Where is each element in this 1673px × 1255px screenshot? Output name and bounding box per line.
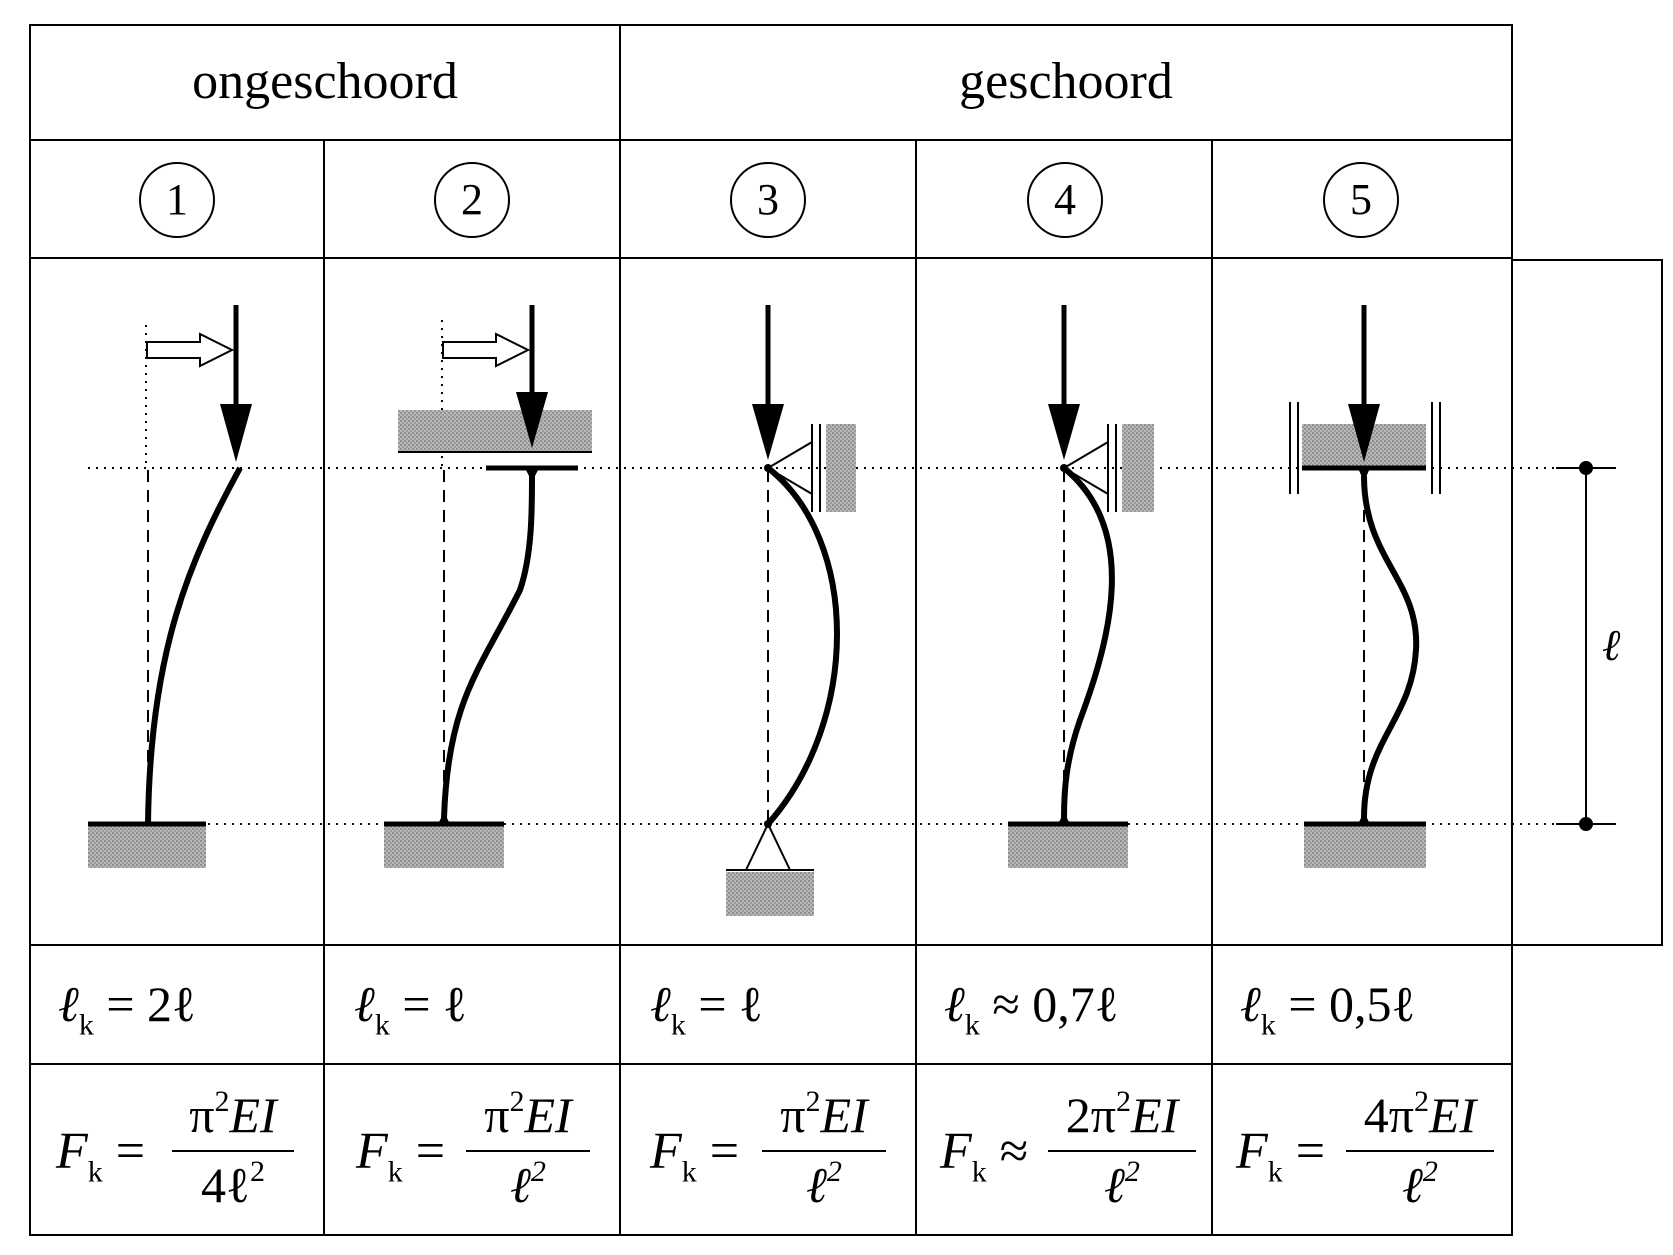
critical-load-lhs-4: Fk ≈ — [940, 1123, 1029, 1189]
case-4-drawing — [1008, 305, 1154, 868]
buckling-length-4: ℓk ≈ 0,7ℓ — [944, 976, 1119, 1042]
table-grid — [29, 24, 1663, 1236]
case-3-drawing — [726, 305, 856, 916]
case-number-2: 2 — [434, 162, 510, 238]
critical-load-fraction-5: 4π2EI ℓ2 — [1346, 1087, 1494, 1210]
case-2-drawing — [384, 305, 592, 868]
buckling-length-2: ℓk = ℓ — [354, 976, 467, 1042]
case-number-3: 3 — [730, 162, 806, 238]
critical-load-fraction-4: 2π2EI ℓ2 — [1048, 1087, 1196, 1210]
header-unbraced: ongeschoord — [192, 53, 458, 110]
length-dimension — [1556, 461, 1616, 831]
buckling-length-5: ℓk = 0,5ℓ — [1240, 976, 1416, 1042]
critical-load-fraction-3: π2EI ℓ2 — [762, 1087, 886, 1210]
critical-load-lhs-1: Fk = — [56, 1123, 146, 1189]
critical-load-fraction-1: π2EI 4ℓ2 — [172, 1087, 294, 1210]
case-5-drawing — [1289, 305, 1441, 868]
critical-load-lhs-5: Fk = — [1236, 1123, 1326, 1189]
case-1-drawing — [88, 305, 252, 868]
critical-load-lhs-3: Fk = — [650, 1123, 740, 1189]
length-label: ℓ — [1602, 621, 1621, 670]
case-number-5: 5 — [1323, 162, 1399, 238]
case-number-1: 1 — [139, 162, 215, 238]
critical-load-lhs-2: Fk = — [356, 1123, 446, 1189]
buckling-length-1: ℓk = 2ℓ — [58, 976, 196, 1042]
header-braced: geschoord — [959, 53, 1173, 110]
case-number-4: 4 — [1027, 162, 1103, 238]
buckling-length-3: ℓk = ℓ — [650, 976, 763, 1042]
reference-lines — [88, 320, 1560, 825]
critical-load-fraction-2: π2EI ℓ2 — [466, 1087, 590, 1210]
